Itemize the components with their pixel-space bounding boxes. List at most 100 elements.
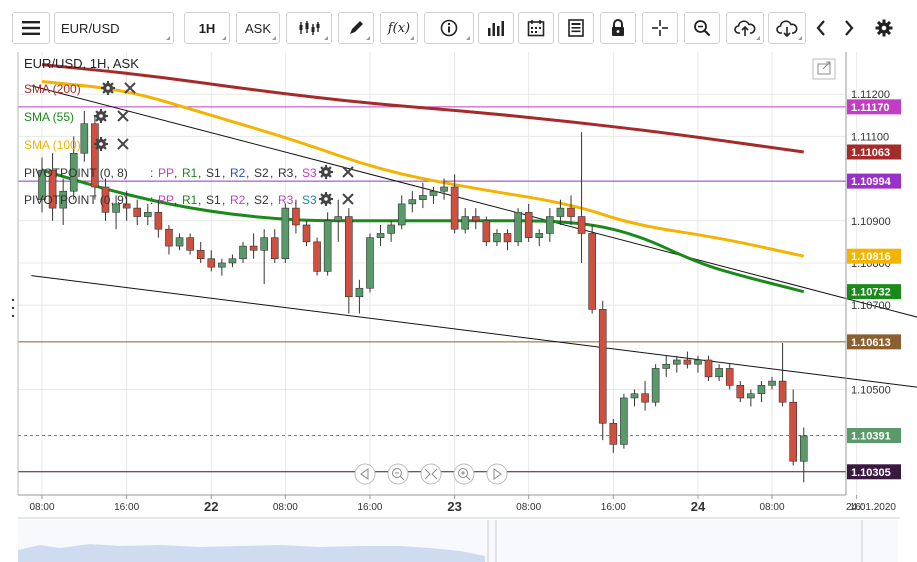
price-tag: 1.10305: [847, 464, 901, 480]
candle-body: [577, 216, 586, 234]
gear-icon[interactable]: [94, 109, 108, 123]
reset-zoom-control[interactable]: [420, 463, 442, 485]
x-tick-label: 08:00: [273, 502, 298, 513]
calendar-button[interactable]: [518, 12, 554, 44]
gear-icon[interactable]: [319, 192, 333, 206]
candle-body: [260, 237, 268, 251]
pivot-level-label: R1: [182, 193, 198, 207]
overview-navigator[interactable]: [18, 520, 898, 562]
pivot-comma: ,: [246, 193, 249, 207]
candle: [313, 237, 321, 276]
settings-button[interactable]: [868, 12, 900, 44]
scroll-right-button[interactable]: [836, 12, 862, 44]
candle: [38, 157, 46, 213]
pivot-level-label: S2: [254, 166, 269, 180]
templates-button[interactable]: [558, 12, 594, 44]
scroll-left-button[interactable]: [808, 12, 834, 44]
candle-body: [440, 186, 448, 192]
close-icon[interactable]: [342, 166, 354, 178]
indicator-legend: SMA (200) SMA (55) SMA (100) PIVOTPOINT (0,…: [24, 81, 354, 207]
candle-body: [397, 203, 406, 226]
close-icon[interactable]: [117, 110, 129, 122]
volume-button[interactable]: [478, 12, 514, 44]
candle-body: [323, 220, 332, 272]
close-icon[interactable]: [342, 193, 354, 205]
gear-icon[interactable]: [94, 137, 108, 151]
candle-body: [535, 233, 544, 238]
candle-body: [704, 359, 713, 378]
indicator-legend-item: SMA (100): [24, 137, 129, 152]
candle-body: [620, 397, 628, 445]
menu-button[interactable]: [12, 12, 50, 44]
trend-line: [31, 275, 917, 388]
price-tag: 1.11063: [847, 144, 901, 160]
zoom-out-control[interactable]: [387, 463, 409, 485]
candle-body: [48, 169, 57, 209]
pivot-comma: ,: [222, 193, 225, 207]
bar-chart-icon: [488, 21, 504, 36]
candle-body: [355, 287, 364, 298]
indicator-label: SMA (200): [24, 82, 81, 96]
scroll-right-control[interactable]: [486, 463, 508, 485]
indicators-button[interactable]: f(x): [380, 12, 418, 44]
zoom-button[interactable]: [684, 12, 720, 44]
candle-body: [672, 359, 681, 365]
price-type-select[interactable]: ASK: [236, 12, 280, 44]
candle-body: [175, 237, 184, 247]
function-icon: f(x): [387, 20, 411, 36]
candle-body: [493, 233, 501, 243]
candle: [503, 229, 512, 251]
candle-body: [239, 245, 247, 260]
info-icon: [440, 19, 458, 37]
candle-body: [186, 237, 194, 251]
x-end-label: 24.01.2020: [846, 502, 896, 513]
candle-body: [228, 258, 237, 264]
chart-type-button[interactable]: [286, 12, 332, 44]
symbol-select[interactable]: EUR/USD: [54, 12, 174, 44]
candle-body: [387, 224, 395, 234]
resize-handle[interactable]: [10, 295, 15, 321]
close-icon[interactable]: [124, 82, 136, 94]
gear-icon[interactable]: [101, 81, 115, 95]
candle: [144, 203, 152, 225]
y-axis: 1.112001.111001.109001.108001.107001.105…: [851, 89, 891, 396]
lock-button[interactable]: [600, 12, 636, 44]
info-button[interactable]: [424, 12, 474, 44]
pivot-level-label: S3: [302, 166, 317, 180]
candle-body: [91, 123, 99, 188]
candle: [376, 224, 385, 247]
pivot-level-label: PP: [158, 166, 174, 180]
candle: [789, 389, 797, 466]
candle-body: [725, 368, 734, 386]
upload-button[interactable]: [726, 12, 764, 44]
price-tag-label: 1.10994: [851, 176, 892, 188]
candle: [249, 233, 258, 259]
candle-body: [715, 368, 723, 378]
download-button[interactable]: [768, 12, 806, 44]
price-tag: 1.10994: [847, 173, 901, 189]
cloud-download-icon: [776, 20, 798, 37]
gear-icon[interactable]: [319, 165, 333, 179]
candle: [175, 233, 184, 251]
timeframe-select[interactable]: 1H: [184, 12, 230, 44]
pivot-comma: ,: [270, 193, 273, 207]
scroll-left-control[interactable]: [354, 463, 376, 485]
pivot-legend-item: PIVOTPOINT (0, 8): PP, R1, S1, R2, S2, R3, S3: [24, 165, 354, 180]
candle-body: [281, 207, 290, 260]
candle: [662, 355, 671, 377]
fullscreen-icon[interactable]: [812, 58, 836, 80]
candle: [165, 224, 173, 255]
price-tag-label: 1.10732: [851, 287, 891, 299]
crosshair-button[interactable]: [642, 12, 678, 44]
zoom-in-control[interactable]: [453, 463, 475, 485]
candles: [38, 111, 808, 483]
draw-button[interactable]: [338, 12, 374, 44]
candle-body: [38, 169, 46, 200]
chevron-right-icon: [845, 20, 854, 36]
candle: [207, 250, 216, 272]
candle: [556, 199, 565, 225]
moving-averages: [41, 63, 805, 294]
close-icon[interactable]: [117, 138, 129, 150]
candle: [641, 381, 649, 411]
